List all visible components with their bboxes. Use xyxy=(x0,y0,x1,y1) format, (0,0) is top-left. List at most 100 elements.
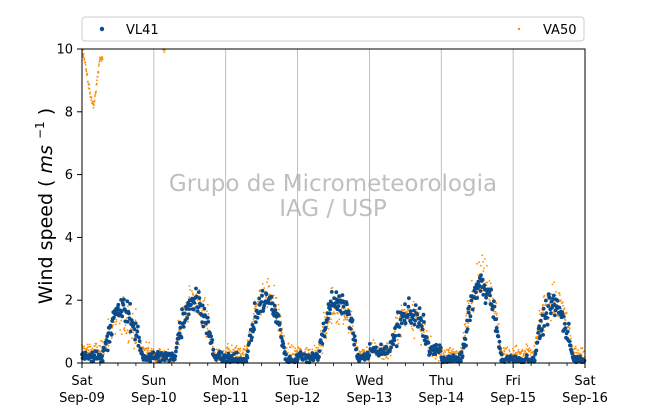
data-point xyxy=(177,319,180,322)
data-point xyxy=(105,334,110,339)
data-point xyxy=(287,342,290,345)
data-point xyxy=(393,333,398,338)
data-point xyxy=(508,350,511,353)
data-point xyxy=(132,331,135,334)
data-point xyxy=(146,350,149,352)
data-point xyxy=(346,318,349,321)
data-point xyxy=(273,284,276,287)
data-point xyxy=(321,352,324,355)
data-point xyxy=(452,348,454,350)
data-point xyxy=(355,342,358,344)
data-point xyxy=(499,352,504,357)
data-point xyxy=(206,310,208,313)
data-point xyxy=(329,290,334,294)
data-point xyxy=(466,310,471,315)
data-point xyxy=(454,351,457,353)
data-point xyxy=(196,290,201,294)
data-point xyxy=(246,349,250,354)
data-point xyxy=(137,335,141,340)
data-point xyxy=(482,270,485,272)
data-point xyxy=(434,342,439,347)
data-point xyxy=(535,340,540,345)
data-point xyxy=(112,324,114,326)
data-point xyxy=(486,281,489,284)
data-point xyxy=(320,330,322,332)
data-point xyxy=(442,352,445,355)
data-point xyxy=(358,350,361,352)
data-point xyxy=(365,350,370,355)
data-point xyxy=(403,302,407,307)
data-point xyxy=(352,334,357,338)
data-point xyxy=(525,343,528,345)
y-axis-ticks: 0 2 4 6 8 10 xyxy=(56,43,82,372)
data-point xyxy=(307,349,310,352)
data-point xyxy=(492,297,494,300)
data-point xyxy=(551,283,554,286)
data-point xyxy=(203,313,207,317)
data-point xyxy=(167,348,170,351)
data-point xyxy=(226,346,229,349)
data-point xyxy=(259,300,264,304)
data-point xyxy=(179,329,182,331)
data-point xyxy=(137,339,142,343)
data-point xyxy=(496,312,498,315)
data-point xyxy=(533,352,538,356)
data-point xyxy=(199,299,202,302)
data-point xyxy=(185,316,190,320)
data-point xyxy=(281,345,286,350)
data-point xyxy=(135,341,138,344)
data-point xyxy=(232,348,235,351)
data-point xyxy=(82,56,85,58)
data-point xyxy=(382,358,385,361)
data-point xyxy=(260,288,265,293)
data-point xyxy=(94,349,99,354)
data-point xyxy=(381,357,383,360)
data-point xyxy=(175,341,179,345)
data-point xyxy=(541,306,546,311)
data-point xyxy=(147,346,150,349)
data-point xyxy=(582,358,587,363)
data-point xyxy=(336,304,341,308)
data-point xyxy=(438,345,443,350)
data-point xyxy=(452,351,455,353)
data-point xyxy=(350,318,355,322)
data-point xyxy=(413,318,417,323)
data-point xyxy=(145,347,148,349)
data-point xyxy=(477,274,480,277)
data-point xyxy=(133,321,138,326)
data-point xyxy=(419,318,424,323)
data-point xyxy=(299,347,302,350)
data-point xyxy=(430,335,432,338)
data-point xyxy=(119,309,124,314)
data-point xyxy=(481,254,484,257)
data-point xyxy=(344,318,347,321)
data-point xyxy=(338,323,340,326)
data-point xyxy=(211,345,214,348)
data-point xyxy=(200,303,205,308)
data-point xyxy=(574,345,577,348)
legend-marker-vl41 xyxy=(99,26,105,32)
data-point xyxy=(125,320,130,324)
data-point xyxy=(134,319,137,322)
data-point xyxy=(288,354,292,359)
data-point xyxy=(83,345,86,348)
data-point xyxy=(88,343,91,346)
data-point xyxy=(243,354,245,356)
data-point xyxy=(150,347,153,350)
data-point xyxy=(178,325,183,330)
data-point xyxy=(496,334,501,339)
data-point xyxy=(252,327,256,332)
data-point xyxy=(207,313,210,315)
data-point xyxy=(132,327,137,332)
data-point xyxy=(99,344,101,347)
data-point xyxy=(467,304,472,309)
data-point xyxy=(333,304,338,309)
data-point xyxy=(337,294,341,299)
data-point xyxy=(234,350,239,355)
data-point xyxy=(88,92,91,95)
y-tick-label: 6 xyxy=(65,168,73,183)
data-point xyxy=(197,312,199,315)
data-point xyxy=(290,344,293,346)
data-point xyxy=(321,321,326,326)
data-point xyxy=(100,339,102,342)
